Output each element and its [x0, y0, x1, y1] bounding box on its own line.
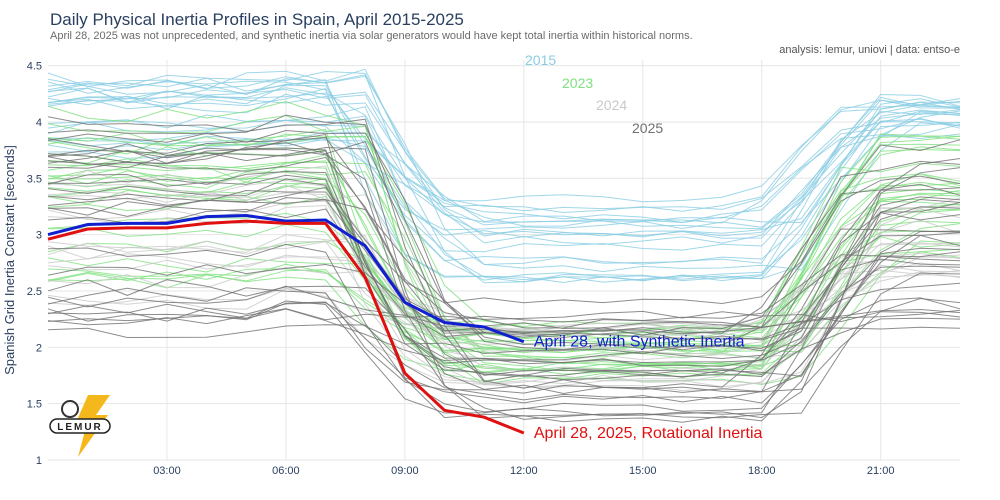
y-tick-label: 1.5: [27, 399, 42, 411]
profile-line-2025: [47, 189, 961, 323]
y-axis-label: Spanish Grid Inertia Constant [seconds]: [2, 145, 17, 375]
annotations: April 28, with Synthetic Inertia April 28…: [534, 334, 763, 442]
profile-line-2025: [47, 158, 961, 362]
profile-line-2024: [47, 271, 961, 392]
profile-line-2015: [47, 82, 961, 253]
profile-line-2015: [47, 93, 961, 266]
y-tick-label: 1: [36, 455, 42, 467]
chart-subtitle: April 28, 2025 was not unprecedented, an…: [50, 30, 693, 42]
logo-text: LEMUR: [57, 422, 103, 433]
profile-line-2025: [47, 230, 961, 394]
legend-item-2025: 2025: [632, 120, 663, 136]
logo-plate: [49, 418, 111, 434]
x-tick-label: 18:00: [748, 465, 776, 477]
profile-line-2015: [47, 91, 961, 227]
chart-title: Daily Physical Inertia Profiles in Spain…: [50, 10, 464, 29]
profile-line-2025: [47, 243, 961, 413]
profile-line-2015: [47, 87, 961, 231]
profile-line-2023: [47, 114, 961, 372]
profile-line-2025: [47, 160, 961, 355]
profile-line-2025: [47, 178, 961, 367]
profile-line-2024: [47, 234, 961, 335]
profile-line-2015: [47, 131, 961, 223]
profile-line-2025: [47, 156, 961, 329]
profile-line-2025: [47, 308, 961, 326]
background-profiles: [47, 68, 961, 423]
x-tick-label: 06:00: [272, 465, 300, 477]
profile-line-2025: [47, 139, 961, 305]
legend-item-2024: 2024: [596, 97, 627, 113]
profile-line-2025: [47, 116, 961, 383]
synthetic-inertia-annotation: April 28, with Synthetic Inertia: [534, 334, 745, 351]
profile-line-2025: [47, 133, 961, 423]
y-tick-label: 3: [36, 230, 42, 242]
profile-line-2015: [47, 122, 961, 281]
y-tick-label: 4.5: [27, 61, 42, 73]
axes: 1 1.5 2 2.5 3 3.5 4 4.5 03:00 06:00 09:00 12:00 15:0…: [2, 61, 894, 477]
profile-line-2023: [47, 208, 961, 378]
profile-line-2015: [47, 110, 961, 212]
profile-line-2025: [47, 129, 961, 352]
synthetic-inertia-line: [47, 213, 525, 344]
y-tick-label: 2: [36, 342, 42, 354]
profile-line-2023: [47, 189, 961, 332]
profile-line-2015: [47, 106, 961, 283]
profile-line-2015: [47, 80, 961, 283]
profile-line-2025: [47, 234, 961, 330]
profile-line-2015: [47, 87, 961, 245]
profile-line-2023: [47, 162, 961, 359]
profile-line-2025: [47, 167, 961, 420]
profile-line-2025: [47, 212, 961, 401]
y-tick-label: 2.5: [27, 286, 42, 298]
legend-item-2015: 2015: [525, 52, 556, 68]
lemur-logo: LEMUR: [49, 395, 111, 457]
legend-item-2023: 2023: [562, 75, 593, 91]
profile-line-2015: [47, 74, 961, 284]
profile-line-2015: [47, 93, 961, 230]
rotational-inertia-line: [47, 219, 525, 435]
x-tick-label: 09:00: [391, 465, 419, 477]
x-tick-label: 21:00: [867, 465, 895, 477]
profile-line-2024: [47, 206, 961, 353]
profile-line-2015: [47, 68, 961, 237]
x-tick-label: 15:00: [629, 465, 657, 477]
profile-line-2025: [47, 147, 961, 377]
logo-emblem-icon: [61, 400, 79, 418]
profile-line-2015: [47, 70, 961, 214]
profile-line-2024: [47, 197, 961, 386]
profile-line-2025: [47, 175, 961, 336]
profile-line-2023: [47, 133, 961, 360]
credit-text: analysis: lemur, uniovi | data: entso-e: [779, 44, 960, 56]
y-tick-label: 4: [36, 117, 42, 129]
profile-line-2023: [47, 192, 961, 342]
y-tick-label: 3.5: [27, 173, 42, 185]
highlight-series: [47, 213, 525, 435]
x-tick-label: 12:00: [510, 465, 538, 477]
profile-line-2025: [47, 137, 961, 395]
profile-line-2025: [47, 173, 961, 365]
rotational-inertia-annotation: April 28, 2025, Rotational Inertia: [534, 425, 763, 442]
x-tick-label: 03:00: [153, 465, 181, 477]
profile-line-2024: [47, 242, 961, 332]
profile-line-2015: [47, 77, 961, 284]
